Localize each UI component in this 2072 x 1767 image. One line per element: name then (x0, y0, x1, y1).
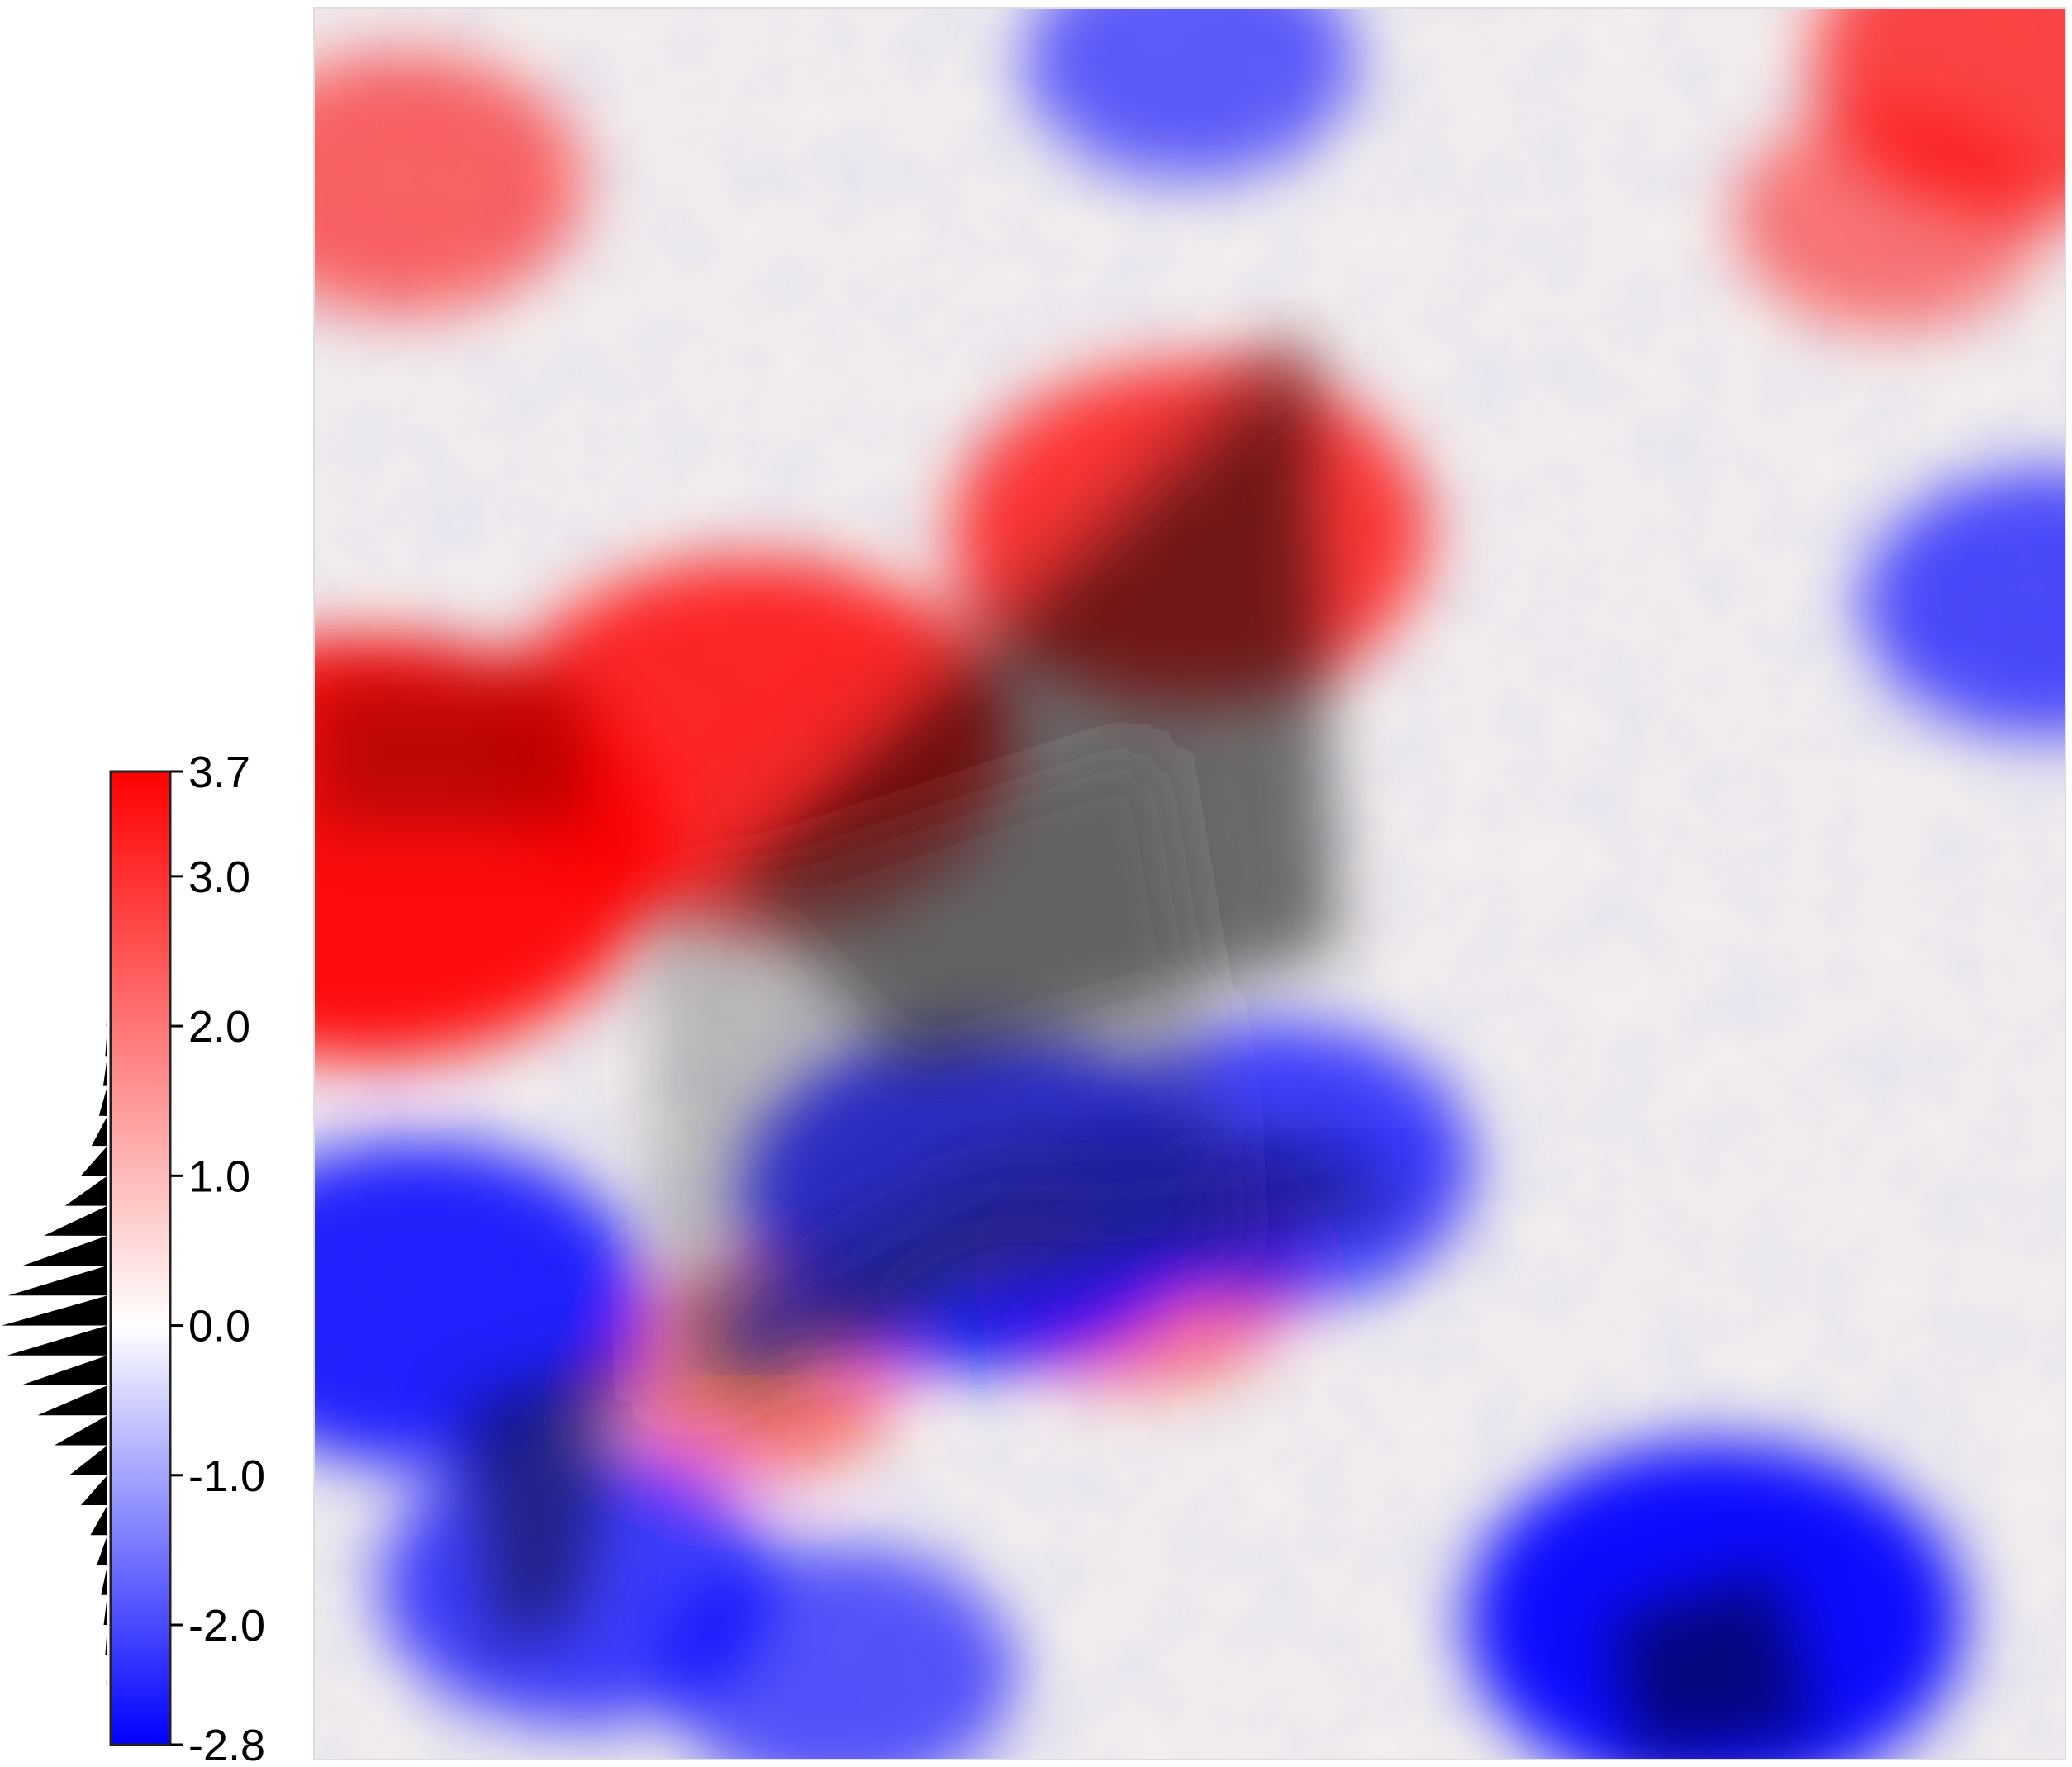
colorbar-tick-label: -1.0 (188, 1451, 265, 1501)
colorbar-tick-label: 0.0 (188, 1302, 250, 1351)
red-diagonal-ridge (701, 335, 1309, 848)
colorbar-tick-label: -2.8 (188, 1721, 265, 1767)
negative-blob (1861, 469, 2065, 738)
colorbar: 3.7 3.0 2.0 1.0 0.0 -1.0 -2.0 -2.8 (109, 748, 265, 1767)
histogram-shape (2, 786, 107, 1745)
negative-blob (1023, 8, 1357, 180)
heatmap-sharp-features (701, 335, 1392, 1367)
blue-channel (716, 1133, 1392, 1367)
colorbar-tick-label: 2.0 (188, 1002, 250, 1052)
colorbar-tick-label: 1.0 (188, 1152, 250, 1201)
dark-streak-left (463, 1355, 628, 1652)
dark-corner (1611, 1570, 1818, 1760)
colorbar-gradient (109, 770, 172, 1746)
colorbar-tick-label: -2.0 (188, 1601, 265, 1651)
grey-field (644, 743, 1239, 1404)
heatmap-panel (314, 8, 2065, 1760)
dark-upper-left (314, 677, 595, 826)
positive-blob (1734, 107, 2046, 330)
colorbar-tick-label: 3.7 (188, 748, 250, 797)
colorbar-histogram (2, 786, 107, 1745)
positive-blob (314, 53, 584, 314)
heatmap-frame (313, 7, 2066, 1760)
heatmap-anatomy-shading (314, 330, 1818, 1760)
colorbar-tick-label: 3.0 (188, 853, 250, 902)
colorbar-ticks: 3.7 3.0 2.0 1.0 0.0 -1.0 -2.0 -2.8 (170, 748, 265, 1767)
